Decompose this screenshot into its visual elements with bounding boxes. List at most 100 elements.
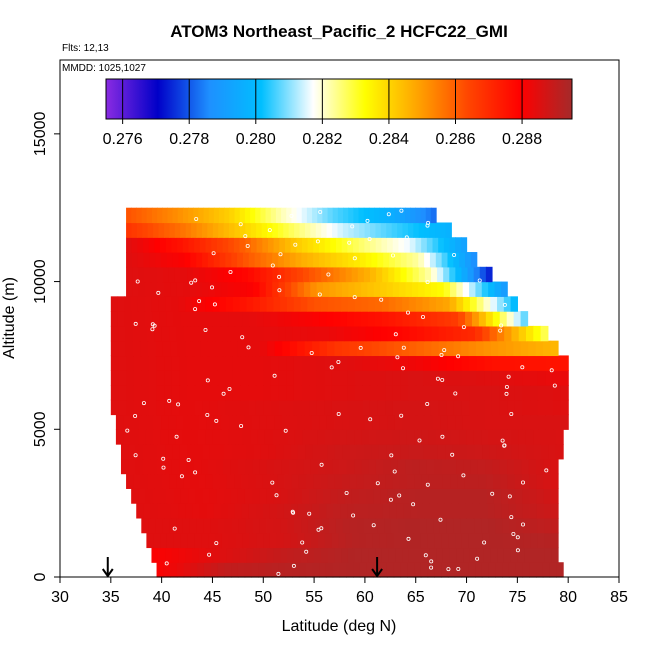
- heatmap-cell: [381, 296, 390, 312]
- heatmap-cell: [529, 503, 538, 519]
- heatmap-cell: [497, 296, 505, 312]
- heatmap-cell: [169, 517, 177, 534]
- heatmap-cell: [422, 296, 430, 312]
- heatmap-cell: [211, 266, 219, 283]
- heatmap-cell: [361, 281, 369, 297]
- heatmap-cell: [456, 281, 464, 297]
- heatmap-cell: [162, 517, 170, 534]
- heatmap-cell: [419, 517, 427, 534]
- heatmap-cell: [195, 281, 203, 297]
- heatmap-cell: [240, 399, 249, 416]
- heatmap-cell: [135, 444, 144, 460]
- heatmap-cell: [368, 547, 376, 563]
- heatmap-cell: [192, 547, 200, 563]
- observation-point: [283, 428, 288, 433]
- heatmap-cell: [341, 237, 348, 253]
- heatmap-cell: [110, 311, 119, 327]
- heatmap-cell: [529, 488, 538, 504]
- heatmap-cell: [530, 384, 539, 401]
- colorbar-tick-label: 0.282: [302, 131, 342, 148]
- heatmap-cell: [182, 429, 192, 445]
- heatmap-cell: [440, 414, 449, 430]
- heatmap-cell: [373, 488, 381, 504]
- heatmap-cell: [385, 370, 394, 386]
- heatmap-cell: [265, 281, 273, 297]
- heatmap-cell: [405, 517, 413, 534]
- observation-point: [300, 540, 305, 545]
- heatmap-cell: [110, 296, 119, 312]
- heatmap-cell: [417, 414, 426, 430]
- heatmap-cell: [232, 370, 241, 386]
- observation-point: [404, 235, 409, 240]
- heatmap-cell: [408, 444, 417, 460]
- heatmap-cell: [190, 562, 198, 578]
- heatmap-cell: [301, 488, 310, 504]
- heatmap-cell: [552, 384, 562, 401]
- heatmap-cell: [263, 399, 272, 416]
- heatmap-cell: [150, 444, 159, 460]
- heatmap-cell: [197, 429, 206, 445]
- heatmap-cell: [118, 325, 126, 342]
- heatmap-cell: [537, 547, 546, 563]
- heatmap-cell: [110, 399, 120, 416]
- observation-point: [352, 295, 357, 300]
- heatmap-cell: [232, 384, 241, 401]
- heatmap-cell: [332, 458, 341, 475]
- heatmap-cell: [284, 311, 292, 327]
- heatmap-cell: [515, 562, 524, 578]
- observation-point: [405, 310, 410, 315]
- heatmap-cell: [398, 237, 405, 253]
- heatmap-cell: [381, 311, 390, 327]
- heatmap-cell: [332, 429, 341, 445]
- heatmap-cell: [205, 325, 214, 342]
- observation-point: [193, 470, 198, 475]
- heatmap-cell: [397, 222, 404, 238]
- heatmap-cell: [186, 458, 195, 475]
- heatmap-cell: [273, 237, 280, 253]
- heatmap-cell: [182, 517, 191, 534]
- heatmap-cell: [126, 370, 135, 386]
- heatmap-cell: [551, 547, 559, 563]
- heatmap-cell: [118, 399, 127, 416]
- heatmap-cell: [118, 355, 127, 371]
- heatmap-cell: [298, 562, 307, 578]
- observation-point: [238, 222, 243, 227]
- heatmap-cell: [283, 252, 291, 268]
- heatmap-cell: [516, 532, 525, 549]
- heatmap-cell: [506, 311, 515, 327]
- heatmap-cell: [259, 340, 268, 357]
- heatmap-cell: [144, 296, 153, 312]
- heatmap-cell: [451, 311, 459, 327]
- heatmap-cell: [179, 399, 188, 416]
- heatmap-cell: [331, 384, 341, 401]
- heatmap-cell: [536, 562, 544, 578]
- heatmap-cell: [291, 473, 300, 489]
- heatmap-cell: [445, 444, 454, 460]
- heatmap-cell: [550, 458, 559, 475]
- heatmap-cell: [141, 370, 150, 386]
- heatmap-cell: [177, 237, 184, 253]
- observation-point: [389, 453, 394, 458]
- heatmap-cell: [493, 488, 502, 504]
- heatmap-cell: [523, 517, 531, 534]
- heatmap-cell: [312, 207, 318, 224]
- heatmap-cell: [385, 384, 394, 401]
- heatmap-cell: [304, 222, 311, 238]
- heatmap-cell: [510, 429, 519, 445]
- heatmap-cell: [235, 311, 244, 327]
- heatmap-cell: [272, 266, 280, 283]
- heatmap-cell: [199, 266, 206, 283]
- heatmap-cell: [278, 325, 287, 342]
- heatmap-cell: [522, 399, 531, 416]
- observation-point: [193, 278, 198, 283]
- heatmap-cell: [450, 281, 457, 297]
- heatmap-cell: [499, 384, 508, 401]
- heatmap-cell: [240, 370, 249, 386]
- heatmap-cell: [277, 473, 286, 489]
- heatmap-cell: [170, 281, 178, 297]
- heatmap-cell: [309, 370, 318, 386]
- heatmap-cell: [476, 355, 485, 371]
- heatmap-cell: [382, 503, 390, 519]
- heatmap-cell: [320, 296, 329, 312]
- heatmap-cell: [194, 355, 203, 371]
